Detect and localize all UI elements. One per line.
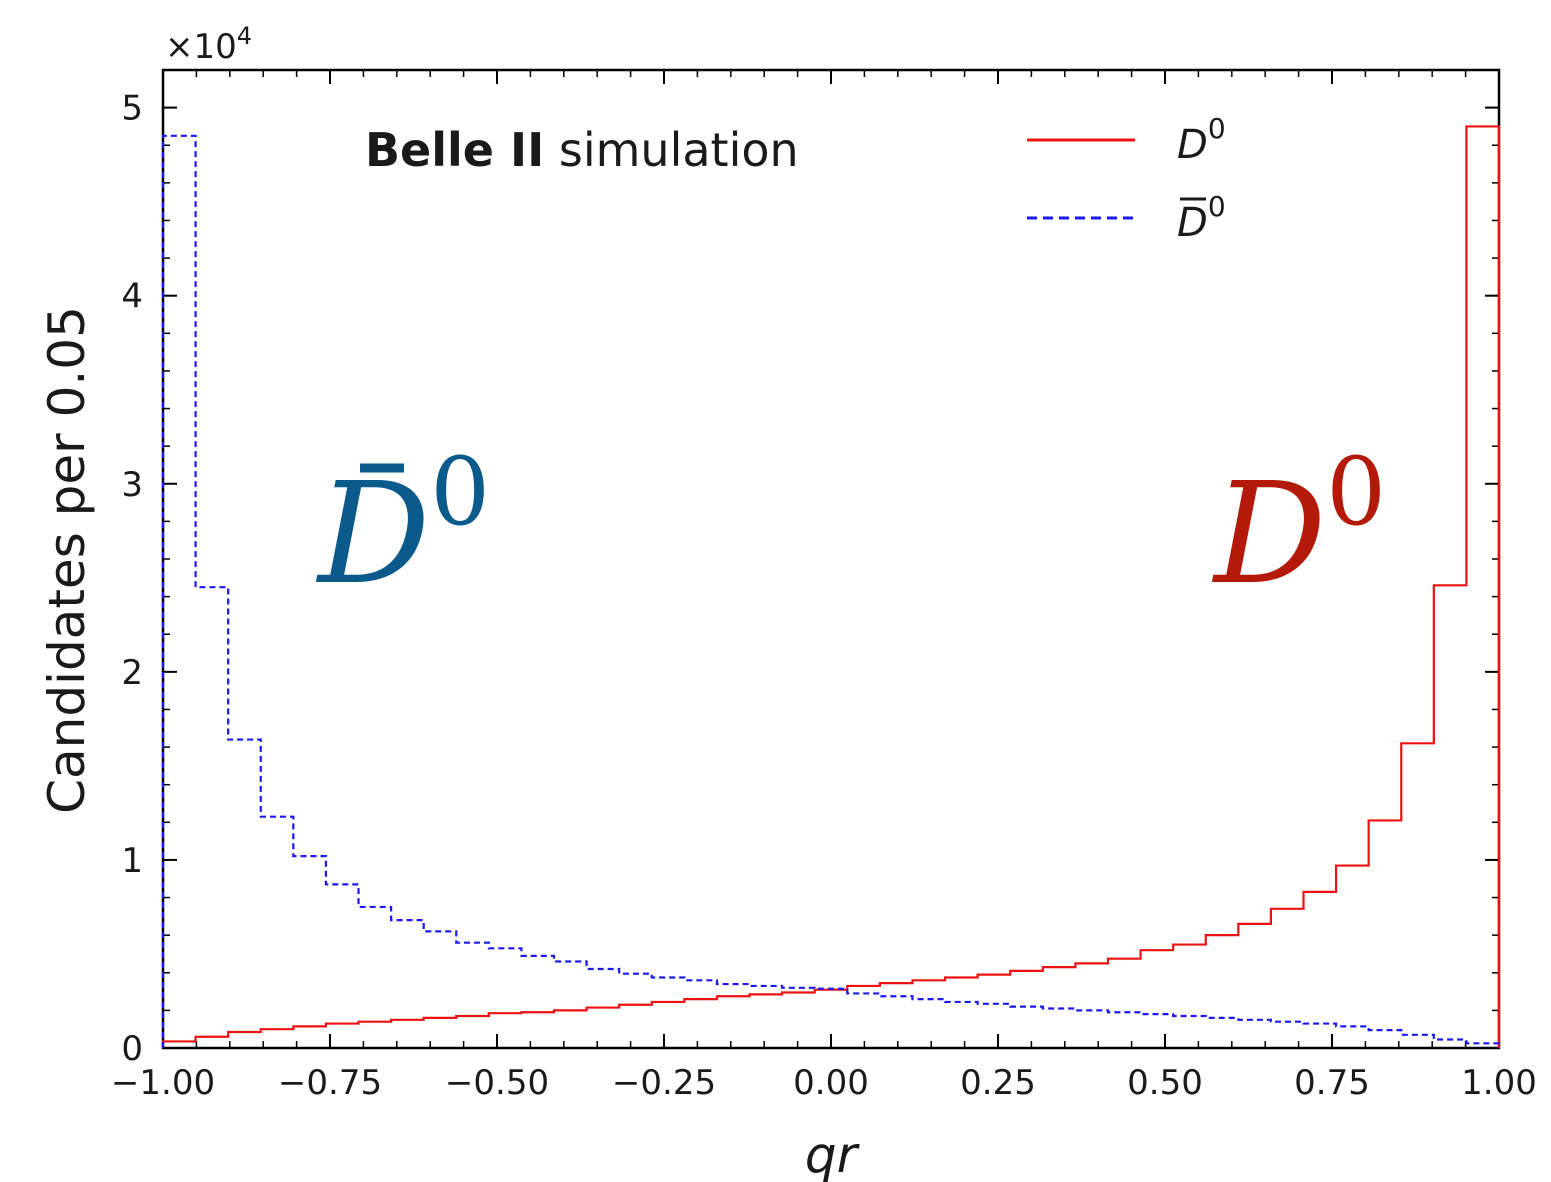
x-tick-label: −0.75 bbox=[278, 1063, 382, 1103]
annotation-rest: simulation bbox=[544, 123, 798, 177]
legend-d0bar-sup: 0 bbox=[1208, 190, 1226, 223]
histogram-series bbox=[161, 125, 1501, 1048]
belle-ii-annotation: Belle II simulation bbox=[365, 123, 799, 177]
legend-label-d0bar: D0 bbox=[1177, 190, 1226, 246]
y-tick-label: 5 bbox=[121, 89, 143, 129]
annotation-bold: Belle II bbox=[365, 123, 544, 177]
y-tick-label: 1 bbox=[121, 841, 143, 881]
x-tick-label: 1.00 bbox=[1461, 1063, 1537, 1103]
y-axis-title: Candidates per 0.05 bbox=[38, 306, 96, 814]
y-tick-label: 3 bbox=[121, 465, 143, 505]
axis-ticks bbox=[162, 69, 1500, 1049]
y-axis-multiplier: ×104 bbox=[165, 22, 252, 67]
big-d0bar-sup: 0 bbox=[430, 438, 490, 547]
x-tick-label: −1.00 bbox=[111, 1063, 215, 1103]
big-label-d0bar: D0 bbox=[315, 438, 490, 616]
big-d0-base: D bbox=[1211, 453, 1326, 616]
y-multiplier-exponent: 4 bbox=[237, 22, 252, 50]
y-tick-labels: 0 1 2 3 4 5 bbox=[121, 89, 143, 1069]
y-tick-label: 4 bbox=[121, 277, 143, 317]
legend-d0-base: D bbox=[1177, 122, 1208, 168]
x-tick-label: −0.25 bbox=[612, 1063, 716, 1103]
big-d0bar-base: D bbox=[315, 453, 430, 616]
big-label-d0bar-text: D0 bbox=[315, 438, 490, 616]
legend-label-d0: D0 bbox=[1177, 112, 1226, 168]
x-axis-title: qr bbox=[805, 1126, 861, 1182]
x-tick-label: 0.00 bbox=[793, 1063, 869, 1103]
legend-d0-sup: 0 bbox=[1208, 112, 1226, 145]
x-tick-label: 0.50 bbox=[1127, 1063, 1203, 1103]
x-tick-label: 0.25 bbox=[960, 1063, 1036, 1103]
big-d0-sup: 0 bbox=[1326, 438, 1386, 547]
series-d0bar-step-line bbox=[161, 134, 1501, 1048]
legend-d0bar-base: D bbox=[1177, 200, 1208, 246]
y-tick-label: 2 bbox=[121, 653, 143, 693]
x-tick-label: −0.50 bbox=[445, 1063, 549, 1103]
y-tick-label: 0 bbox=[121, 1029, 143, 1069]
legend: D0 D0 bbox=[1027, 112, 1226, 246]
y-multiplier-base: ×10 bbox=[165, 27, 237, 67]
x-tick-label: 0.75 bbox=[1294, 1063, 1370, 1103]
x-tick-labels: −1.00 −0.75 −0.50 −0.25 0.00 0.25 0.50 0.75 1.00 bbox=[111, 1063, 1537, 1103]
big-label-d0: D0 bbox=[1211, 438, 1386, 616]
